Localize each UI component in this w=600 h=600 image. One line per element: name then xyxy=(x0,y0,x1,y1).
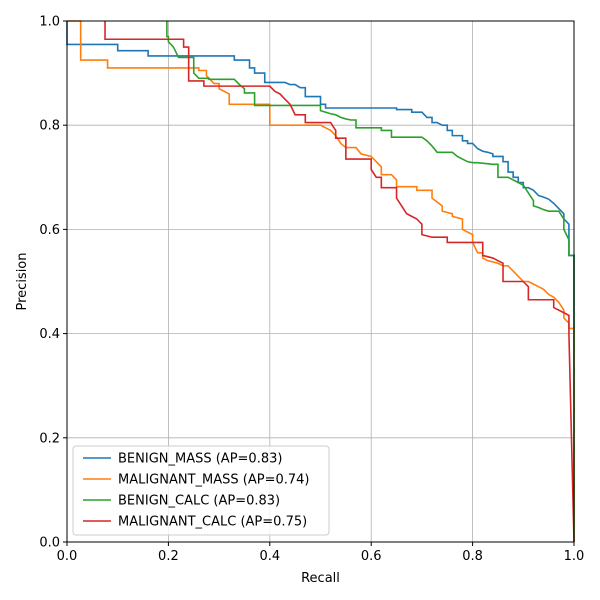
series-line-4 xyxy=(104,21,575,543)
y-tick-label: 0.6 xyxy=(39,223,60,238)
legend: BENIGN_MASS (AP=0.83) MALIGNANT_MASS (AP=… xyxy=(72,445,330,536)
x-tick-label: 0.6 xyxy=(361,549,382,564)
plot-frame xyxy=(66,20,575,543)
legend-box xyxy=(72,445,330,536)
legend-label: MALIGNANT_CALC (AP=0.75) xyxy=(118,515,307,530)
series-line-1 xyxy=(66,21,575,542)
x-tick-label: 0.4 xyxy=(259,549,280,564)
y-tick-label: 0.4 xyxy=(39,327,60,342)
x-tick-label: 0.0 xyxy=(57,549,78,564)
x-tick-label: 1.0 xyxy=(564,549,585,564)
series-lines xyxy=(66,20,575,543)
legend-label: BENIGN_CALC (AP=0.83) xyxy=(118,494,280,509)
series-line-3 xyxy=(166,21,575,542)
x-tick-label: 0.2 xyxy=(158,549,179,564)
y-tick-label: 0.8 xyxy=(39,119,60,134)
axis-ticks: 0.0 0.2 0.4 0.6 0.8 1.0 0.0 0.2 0.4 0.6 0.8 1.0 xyxy=(39,15,584,565)
legend-label: MALIGNANT_MASS (AP=0.74) xyxy=(118,473,310,488)
y-tick-label: 1.0 xyxy=(39,15,60,30)
x-tick-label: 0.8 xyxy=(462,549,483,564)
x-axis-label: Recall xyxy=(301,571,340,586)
legend-label: BENIGN_MASS (AP=0.83) xyxy=(118,452,282,467)
y-tick-label: 0.2 xyxy=(39,431,60,446)
series-line-2 xyxy=(67,20,575,542)
y-tick-label: 0.0 xyxy=(39,536,60,551)
y-axis-label: Precision xyxy=(15,252,30,310)
